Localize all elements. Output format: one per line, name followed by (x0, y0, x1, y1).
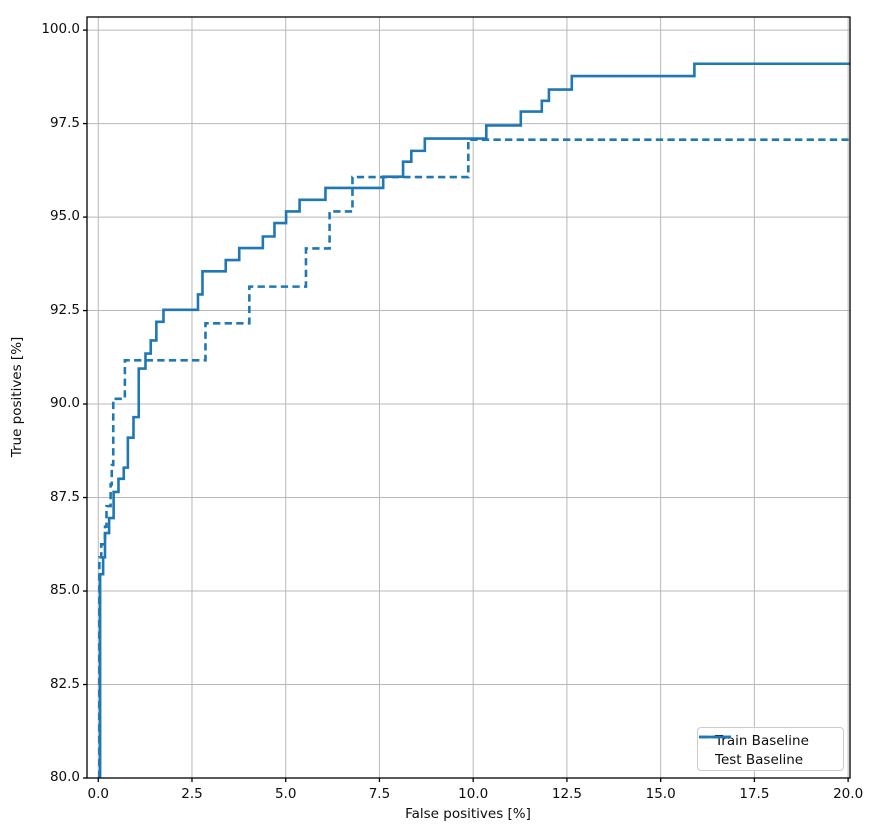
x-axis-label: False positives [%] (405, 806, 531, 822)
y-tick-label: 90.0 (49, 395, 80, 412)
legend: Train Baseline Test Baseline (697, 727, 844, 771)
test-line-sample-icon (699, 735, 731, 739)
x-tick-label: 7.5 (368, 786, 391, 802)
test-baseline-curve (98, 138, 850, 778)
x-tick-label: 20.0 (833, 786, 864, 802)
train-baseline-curve (98, 62, 850, 778)
plot-border (86, 16, 851, 779)
x-tick-label: 12.5 (551, 786, 582, 802)
y-tick-label: 92.5 (49, 301, 80, 318)
y-tick-label: 80.0 (49, 769, 80, 785)
x-tick-label: 0.0 (87, 786, 109, 802)
y-tick-label: 82.5 (49, 675, 80, 692)
y-tick-label: 97.5 (49, 114, 80, 131)
y-tick-label: 87.5 (49, 488, 80, 505)
x-tick-label: 10.0 (458, 786, 489, 802)
y-axis-label: True positives [%] (9, 336, 25, 458)
tick-marks (83, 29, 849, 782)
test-baseline-line (98, 138, 850, 778)
x-tick-label: 2.5 (181, 786, 203, 802)
x-tick-label: 17.5 (739, 786, 770, 802)
y-tick-label: 85.0 (49, 582, 80, 599)
train-baseline-line (98, 62, 850, 778)
gridlines (87, 17, 850, 779)
y-tick-label: 95.0 (49, 208, 80, 225)
x-tick-label: 5.0 (274, 786, 297, 802)
legend-item-test: Test Baseline (699, 735, 835, 769)
legend-label-train: Train Baseline (715, 733, 809, 749)
y-tick-label: 100.0 (41, 21, 80, 38)
legend-label-test: Test Baseline (715, 752, 804, 768)
x-tick-label: 15.0 (645, 786, 676, 802)
